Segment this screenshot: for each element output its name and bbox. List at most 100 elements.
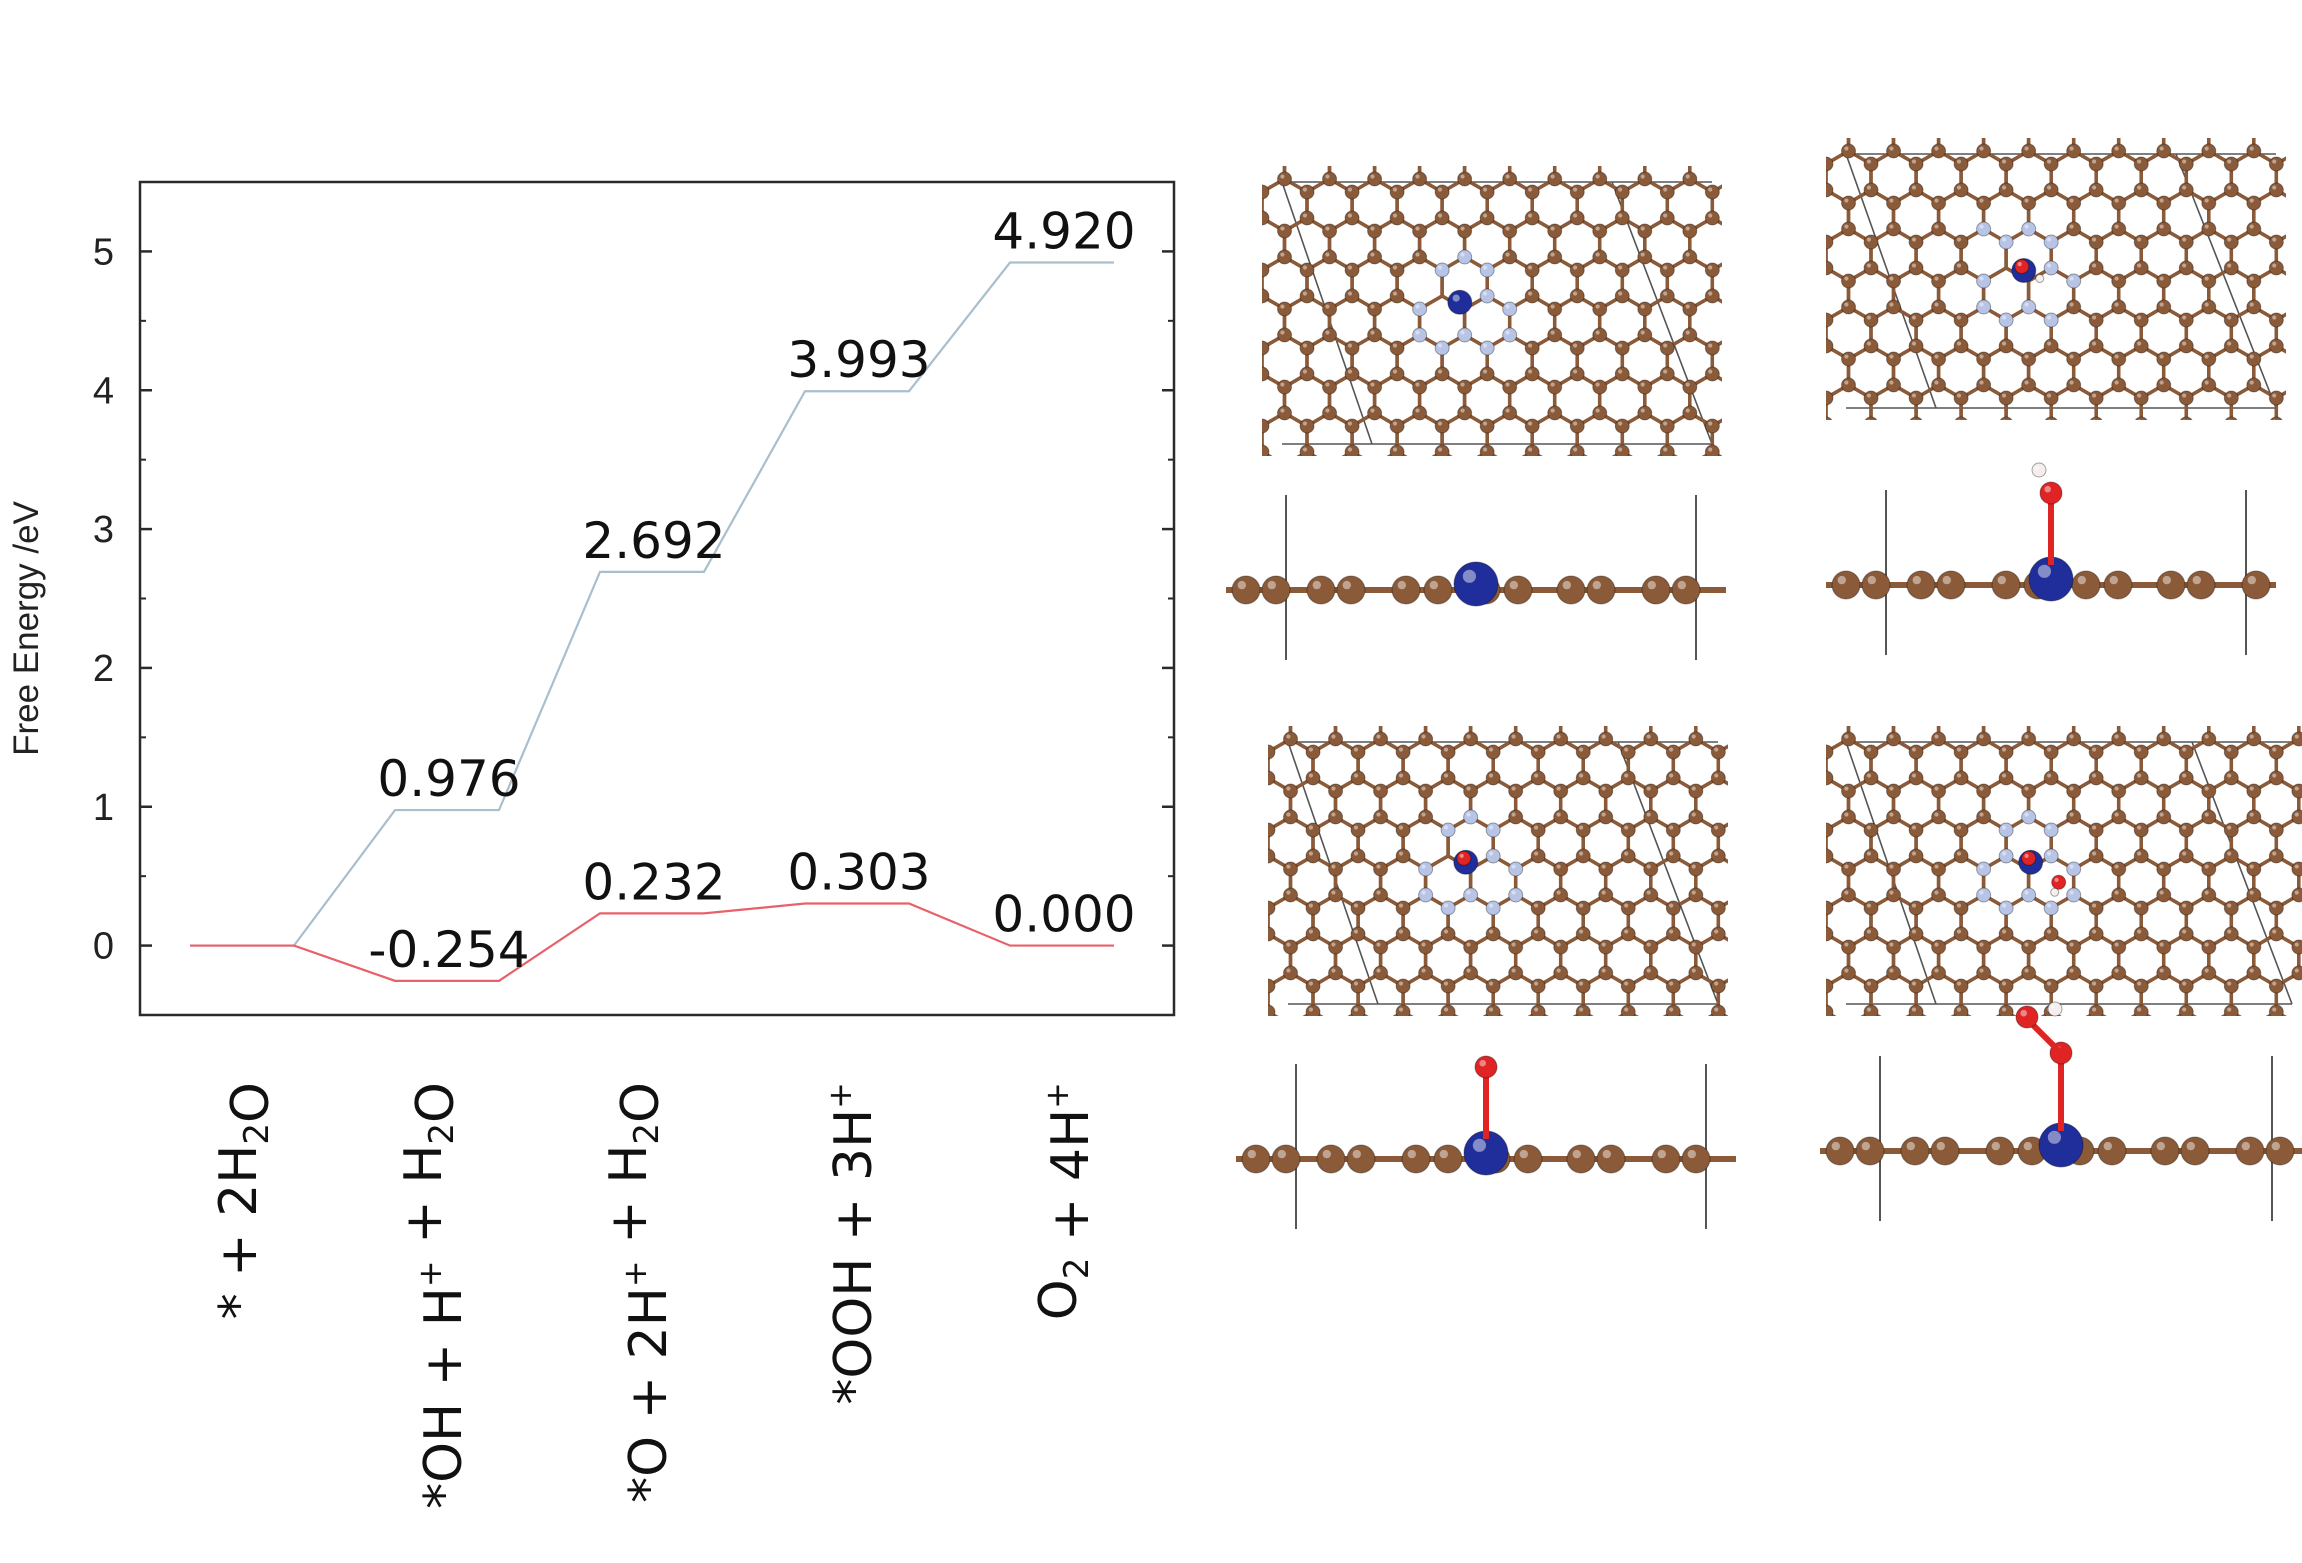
carbon-atom-highlight — [1573, 499, 1577, 503]
y-tick-label: 3 — [93, 509, 114, 551]
carbon-atom — [1909, 1057, 1923, 1071]
carbon-atom-highlight — [2024, 120, 2028, 124]
carbon-atom — [1305, 822, 1321, 838]
carbon-atom — [1779, 862, 1793, 876]
c-c-bond — [1268, 1009, 1279, 1016]
carbon-atom-highlight — [1286, 786, 1291, 791]
carbon-atom-highlight — [2227, 695, 2231, 699]
carbon-atom-highlight — [1460, 226, 1465, 231]
nitrogen-atom-highlight — [1505, 304, 1510, 309]
c-c-bond — [1536, 970, 1585, 1016]
carbon-atom — [1508, 731, 1524, 747]
carbon-atom — [2157, 118, 2171, 132]
c-c-bond — [1262, 449, 1273, 456]
carbon-atom-highlight — [1934, 68, 1938, 72]
carbon-atom-highlight — [1799, 864, 1803, 868]
carbon-atom — [1728, 250, 1742, 264]
carbon-atom — [2268, 234, 2284, 250]
carbon-atom — [1751, 654, 1765, 668]
carbon-atom — [1855, 1136, 1885, 1166]
carbon-atom — [2269, 105, 2283, 119]
carbon-atom-highlight — [1196, 890, 1200, 894]
carbon-atom-highlight — [1398, 851, 1404, 856]
data-label: 0.976 — [377, 750, 520, 808]
carbon-atom-highlight — [1219, 903, 1223, 907]
carbon-atom-highlight — [2272, 747, 2277, 752]
carbon-atom — [2066, 143, 2082, 159]
carbon-atom — [1232, 484, 1246, 498]
carbon-atom — [1666, 693, 1680, 707]
carbon-atom — [1977, 118, 1991, 132]
carbon-atom-highlight — [1844, 942, 1849, 947]
carbon-atom — [1268, 1004, 1276, 1016]
carbon-atom-highlight — [2092, 81, 2096, 85]
carbon-atom-highlight — [2159, 734, 2164, 739]
c-c-bond — [1950, 1009, 1972, 1016]
carbon-atom — [2268, 156, 2284, 172]
c-c-bond — [1757, 101, 1802, 153]
carbon-atom-highlight — [1732, 471, 1736, 475]
c-c-bond — [1894, 424, 1939, 476]
carbon-atom-highlight — [1392, 447, 1398, 452]
carbon-atom — [1774, 261, 1788, 275]
carbon-atom — [1419, 706, 1433, 720]
carbon-atom — [1665, 900, 1681, 916]
carbon-atom — [1795, 133, 1809, 147]
carbon-atom — [1306, 575, 1336, 605]
carbon-atom-highlight — [1691, 864, 1696, 869]
carbon-atom-highlight — [2227, 1059, 2231, 1063]
carbon-atom — [1395, 900, 1411, 916]
c-c-bond — [1656, 449, 1678, 456]
carbon-atom-highlight — [1280, 174, 1285, 179]
carbon-atom-highlight — [1308, 747, 1314, 752]
carbon-atom — [2224, 105, 2238, 119]
carbon-atom-highlight — [1347, 265, 1353, 270]
carbon-atom — [1423, 575, 1453, 605]
carbon-atom — [1779, 706, 1793, 720]
carbon-atom — [1750, 133, 1764, 147]
carbon-atom — [2179, 1057, 2193, 1071]
carbon-atom-highlight — [2137, 1007, 2142, 1012]
c-c-bond — [1914, 970, 1963, 1016]
carbon-atom-highlight — [2091, 159, 2097, 164]
carbon-atom-highlight — [1782, 968, 1786, 972]
carbon-atom — [1683, 458, 1697, 472]
category-label: *OH + H+ + H2O — [394, 1082, 474, 1509]
carbon-atom-highlight — [1308, 929, 1314, 934]
carbon-atom-highlight — [1325, 226, 1330, 231]
carbon-atom-highlight — [1415, 486, 1419, 490]
carbon-atom-highlight — [1235, 226, 1239, 230]
c-c-bond — [2276, 661, 2302, 713]
carbon-atom-highlight — [2227, 471, 2231, 475]
carbon-atom — [1826, 822, 1834, 838]
carbon-atom-highlight — [1754, 708, 1758, 712]
carbon-atom-highlight — [1219, 825, 1223, 829]
carbon-atom — [1328, 939, 1344, 955]
carbon-atom-highlight — [1466, 734, 1471, 739]
carbon-atom-highlight — [1776, 408, 1780, 412]
c-c-bond — [1611, 449, 1633, 456]
carbon-atom — [1819, 469, 1833, 483]
carbon-atom-highlight — [1331, 812, 1336, 817]
carbon-atom — [2246, 731, 2262, 747]
nitrogen-atom — [1418, 887, 1434, 903]
carbon-atom-highlight — [1822, 185, 1826, 189]
carbon-atom — [2247, 1018, 2261, 1032]
carbon-atom-highlight — [1641, 460, 1645, 464]
c-c-bond — [2141, 661, 2186, 713]
carbon-atom-highlight — [1505, 486, 1509, 490]
carbon-atom-highlight — [1822, 903, 1826, 907]
carbon-atom — [1704, 418, 1720, 434]
carbon-atom — [1569, 418, 1585, 434]
carbon-atom — [1659, 444, 1675, 456]
carbon-atom — [2067, 66, 2081, 80]
carbon-atom — [1750, 211, 1764, 225]
carbon-atom — [2223, 260, 2239, 276]
carbon-atom — [1756, 667, 1770, 681]
carbon-atom — [1641, 575, 1671, 605]
carbon-atom — [1796, 118, 1810, 132]
carbon-atom-highlight — [1759, 929, 1763, 933]
carbon-atom — [1441, 667, 1455, 681]
carbon-atom — [1435, 107, 1449, 121]
carbon-atom-highlight — [2069, 432, 2073, 436]
